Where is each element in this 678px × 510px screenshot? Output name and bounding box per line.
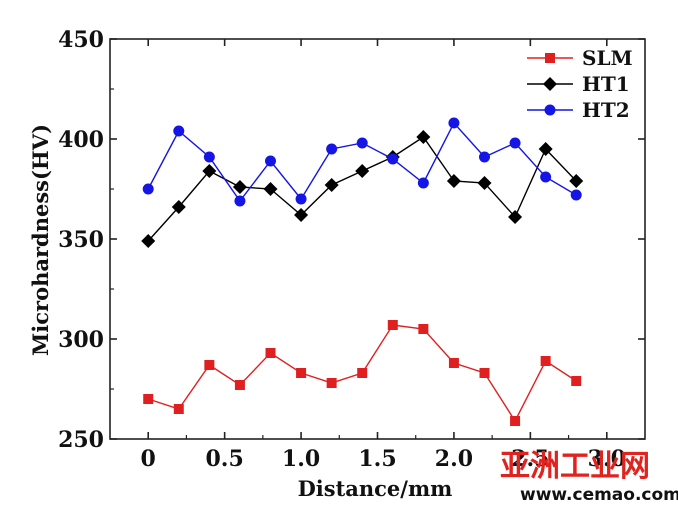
series-slm bbox=[143, 320, 582, 426]
legend-item-ht2: HT2 bbox=[527, 98, 630, 122]
data-point-slm bbox=[448, 358, 459, 368]
data-point-ht2 bbox=[234, 195, 246, 207]
series-layer bbox=[141, 117, 584, 426]
legend-label-ht2: HT2 bbox=[582, 98, 630, 122]
data-point-slm bbox=[540, 356, 551, 366]
data-point-ht2 bbox=[570, 189, 582, 201]
data-point-ht2 bbox=[479, 151, 490, 163]
axes: 250 300 350 400 450 0 0.5 1.0 1.5 2.0 2.5 3.0 bbox=[58, 27, 646, 472]
data-point-slm bbox=[234, 380, 245, 390]
data-point-ht2 bbox=[265, 155, 276, 167]
legend-marker-ht2 bbox=[544, 104, 556, 116]
data-point-slm bbox=[204, 360, 215, 370]
data-point-ht1 bbox=[446, 174, 461, 188]
data-point-ht1 bbox=[569, 174, 584, 188]
data-point-ht2 bbox=[142, 183, 154, 195]
data-point-ht2 bbox=[509, 137, 521, 149]
data-point-ht2 bbox=[448, 117, 460, 129]
data-point-slm bbox=[173, 404, 184, 414]
data-point-slm bbox=[357, 368, 368, 378]
data-point-ht1 bbox=[232, 180, 247, 194]
data-point-ht1 bbox=[202, 164, 217, 178]
data-point-ht2 bbox=[356, 137, 368, 149]
x-tick-label: 2.5 bbox=[511, 446, 549, 472]
y-tick-label: 350 bbox=[58, 227, 104, 253]
data-point-ht2 bbox=[540, 171, 552, 183]
data-point-ht1 bbox=[508, 210, 523, 224]
series-ht1 bbox=[141, 130, 584, 248]
data-point-ht1 bbox=[355, 164, 370, 178]
y-tick-label: 400 bbox=[58, 127, 104, 153]
data-point-ht1 bbox=[477, 176, 492, 190]
legend-marker-ht1 bbox=[543, 77, 557, 91]
data-point-ht2 bbox=[326, 143, 338, 155]
legend-marker-slm bbox=[545, 53, 555, 63]
watermark-url-text: www.cemao.com bbox=[520, 485, 678, 505]
data-point-ht1 bbox=[416, 130, 431, 144]
data-point-ht2 bbox=[387, 153, 399, 165]
data-point-ht1 bbox=[141, 234, 156, 248]
watermark: 亚洲工业网 www.cemao.com bbox=[500, 449, 678, 505]
x-tick-label: 1.5 bbox=[358, 446, 396, 472]
data-point-slm bbox=[326, 378, 337, 388]
data-point-slm bbox=[296, 368, 307, 378]
data-point-ht1 bbox=[538, 142, 553, 156]
data-point-ht2 bbox=[203, 151, 215, 163]
data-point-ht2 bbox=[417, 177, 429, 189]
data-point-slm bbox=[143, 394, 154, 404]
data-point-slm bbox=[479, 368, 490, 378]
data-point-slm bbox=[510, 416, 521, 426]
series-ht2 bbox=[142, 117, 582, 207]
data-point-slm bbox=[571, 376, 582, 386]
x-tick-label: 3.0 bbox=[588, 446, 626, 472]
x-tick-label: 2.0 bbox=[435, 446, 473, 472]
data-point-ht1 bbox=[171, 200, 186, 214]
y-tick-label: 250 bbox=[58, 427, 104, 453]
legend-label-slm: SLM bbox=[582, 46, 633, 70]
data-point-ht1 bbox=[294, 208, 309, 222]
data-point-slm bbox=[418, 324, 429, 334]
y-tick-label: 300 bbox=[58, 327, 104, 353]
legend-item-ht1: HT1 bbox=[527, 72, 630, 96]
legend-label-ht1: HT1 bbox=[582, 72, 630, 96]
data-point-ht1 bbox=[324, 178, 339, 192]
x-axis-title: Distance/mm bbox=[298, 476, 453, 501]
legend-item-slm: SLM bbox=[527, 46, 633, 70]
data-point-ht2 bbox=[173, 125, 185, 137]
data-point-ht1 bbox=[263, 182, 278, 196]
series-line-ht2 bbox=[147, 121, 577, 203]
y-tick-label: 450 bbox=[58, 27, 104, 53]
x-tick-label: 1.0 bbox=[282, 446, 320, 472]
x-tick-label: 0 bbox=[141, 446, 156, 472]
watermark-main-text: 亚洲工业网 bbox=[500, 449, 650, 484]
data-point-slm bbox=[387, 320, 398, 330]
data-point-ht2 bbox=[295, 193, 307, 205]
y-axis-title: Microhardness(HV) bbox=[28, 124, 53, 356]
x-tick-label: 0.5 bbox=[206, 446, 244, 472]
data-point-slm bbox=[265, 348, 276, 358]
plot-frame bbox=[109, 38, 646, 440]
